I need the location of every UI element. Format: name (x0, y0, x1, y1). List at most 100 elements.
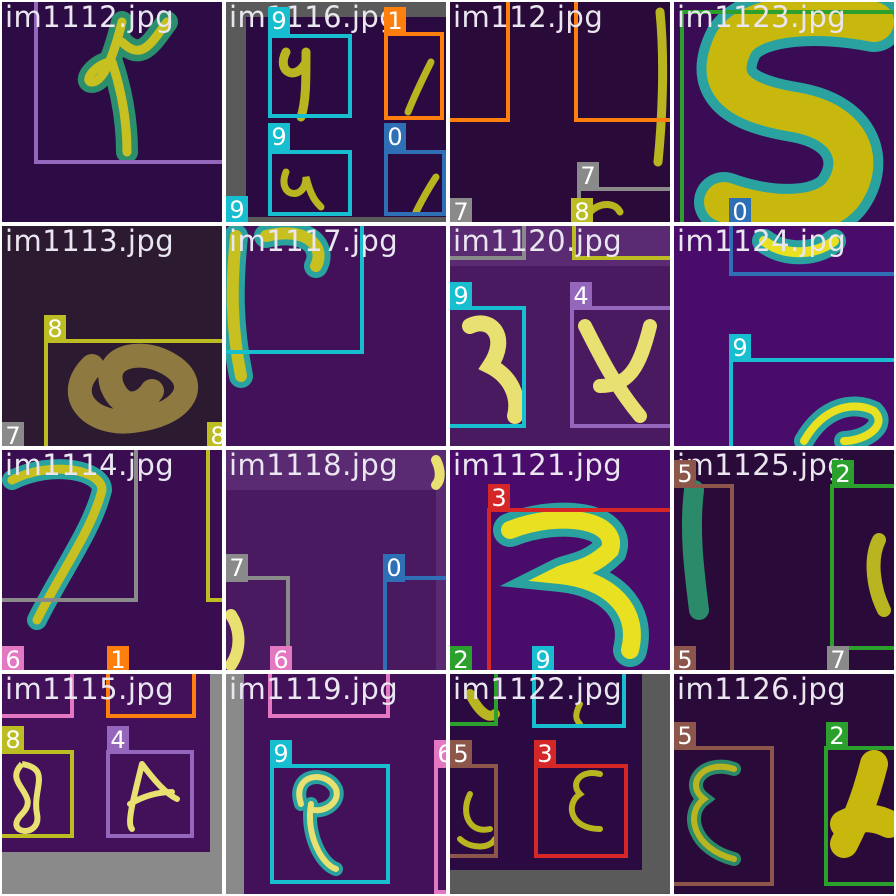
tile-im1112: im1112.jpg (2, 2, 222, 222)
class-label: 4 (107, 726, 129, 754)
bounding-box (729, 226, 894, 276)
digit-image (2, 226, 222, 446)
digit-image (674, 674, 894, 894)
filename-label: im1122.jpg (453, 674, 623, 706)
bounding-box (434, 764, 446, 894)
bounding-box (384, 32, 444, 120)
class-label: 8 (207, 422, 222, 446)
class-label: 9 (268, 7, 290, 35)
filename-label: im1115.jpg (5, 674, 175, 706)
bounding-box (450, 674, 498, 726)
bounding-box (570, 306, 670, 428)
class-label: 6 (270, 646, 292, 670)
bounding-box (450, 226, 526, 260)
bounding-box (34, 2, 222, 164)
class-label: 1 (107, 646, 129, 670)
bounding-box (674, 484, 734, 670)
tile-im1117: im1117.jpg (226, 226, 446, 446)
bounding-box (2, 450, 138, 602)
bounding-box (2, 750, 74, 838)
filename-label: im1119.jpg (229, 674, 399, 706)
filename-label: im1117.jpg (229, 226, 399, 258)
class-label: 0 (383, 554, 405, 582)
class-label: 7 (450, 198, 472, 222)
class-label: 7 (827, 646, 849, 670)
class-label: 8 (571, 198, 593, 222)
class-label: 3 (488, 484, 510, 512)
class-label: 9 (226, 196, 248, 222)
class-label: 6 (434, 740, 446, 768)
filename-label: im1114.jpg (5, 450, 175, 482)
digit-image (226, 226, 446, 446)
tile-im1126: im1126.jpg 5 2 (674, 674, 894, 894)
bounding-box (383, 576, 446, 670)
bounding-box (268, 674, 390, 718)
tile-im1125: im1125.jpg 5 2 5 7 (674, 450, 894, 670)
digit-image (2, 2, 222, 222)
class-label: 2 (832, 460, 854, 488)
digit-image (226, 450, 446, 670)
class-label: 9 (450, 282, 472, 310)
digit-image (226, 674, 446, 894)
digit-image (674, 2, 894, 222)
digit-image (450, 674, 670, 894)
bounding-box (384, 150, 446, 216)
class-label: 6 (2, 646, 24, 670)
class-label: 1 (384, 7, 406, 35)
class-label: 9 (729, 334, 751, 362)
class-label: 9 (270, 740, 292, 768)
class-label: 2 (450, 646, 472, 670)
bounding-box (532, 674, 626, 728)
tile-im1124: im1124.jpg 9 (674, 226, 894, 446)
filename-label: im1121.jpg (453, 450, 623, 482)
class-label: 4 (570, 282, 592, 310)
bounding-box (106, 750, 194, 838)
class-label: 7 (577, 162, 599, 190)
filename-label: im1124.jpg (677, 226, 847, 258)
bounding-box (226, 226, 364, 354)
digit-image (450, 2, 670, 222)
digit-image (2, 450, 222, 670)
tile-im1118: im1118.jpg 7 0 6 (226, 450, 446, 670)
tile-im1114: im1114.jpg 6 1 (2, 450, 222, 670)
filename-label: im1125.jpg (677, 450, 847, 482)
bounding-box (534, 764, 628, 858)
tile-im1123: im1123.jpg 0 (674, 2, 894, 222)
tile-im1122: im1122.jpg 5 3 (450, 674, 670, 894)
bounding-box (2, 674, 74, 718)
filename-label: im1113.jpg (5, 226, 175, 258)
filename-label: im1123.jpg (677, 2, 847, 34)
bounding-box (450, 764, 498, 858)
class-label: 0 (384, 123, 406, 151)
filename-label: im1112.jpg (5, 2, 175, 34)
bounding-box (270, 764, 390, 884)
filename-label: im1126.jpg (677, 674, 847, 706)
bounding-box (450, 2, 510, 122)
class-label: 0 (729, 198, 751, 222)
tile-im1120: im1120.jpg 9 4 (450, 226, 670, 446)
class-label: 7 (2, 422, 24, 446)
bounding-box (572, 226, 670, 260)
class-label: 5 (674, 722, 696, 750)
class-label: 5 (674, 460, 696, 488)
tile-im1121: im1121.jpg 3 2 9 (450, 450, 670, 670)
bounding-box (729, 358, 894, 446)
class-label: 5 (450, 740, 472, 768)
class-label: 8 (44, 315, 66, 343)
bounding-box (680, 10, 894, 222)
filename-label: im1118.jpg (229, 450, 399, 482)
bounding-box (226, 576, 290, 670)
tile-im1119: im1119.jpg 9 6 (226, 674, 446, 894)
class-label: 3 (534, 740, 556, 768)
tile-im1115: im1115.jpg 8 4 (2, 674, 222, 894)
class-label: 8 (2, 726, 24, 754)
class-label: 7 (226, 554, 248, 582)
class-label: 9 (268, 123, 290, 151)
filename-label: im1120.jpg (453, 226, 623, 258)
filename-label: im112.jpg (453, 2, 604, 34)
bounding-box (830, 484, 894, 650)
tile-im1113: im1113.jpg 8 7 8 (2, 226, 222, 446)
bounding-box (106, 674, 196, 718)
bounding-box (824, 746, 894, 886)
